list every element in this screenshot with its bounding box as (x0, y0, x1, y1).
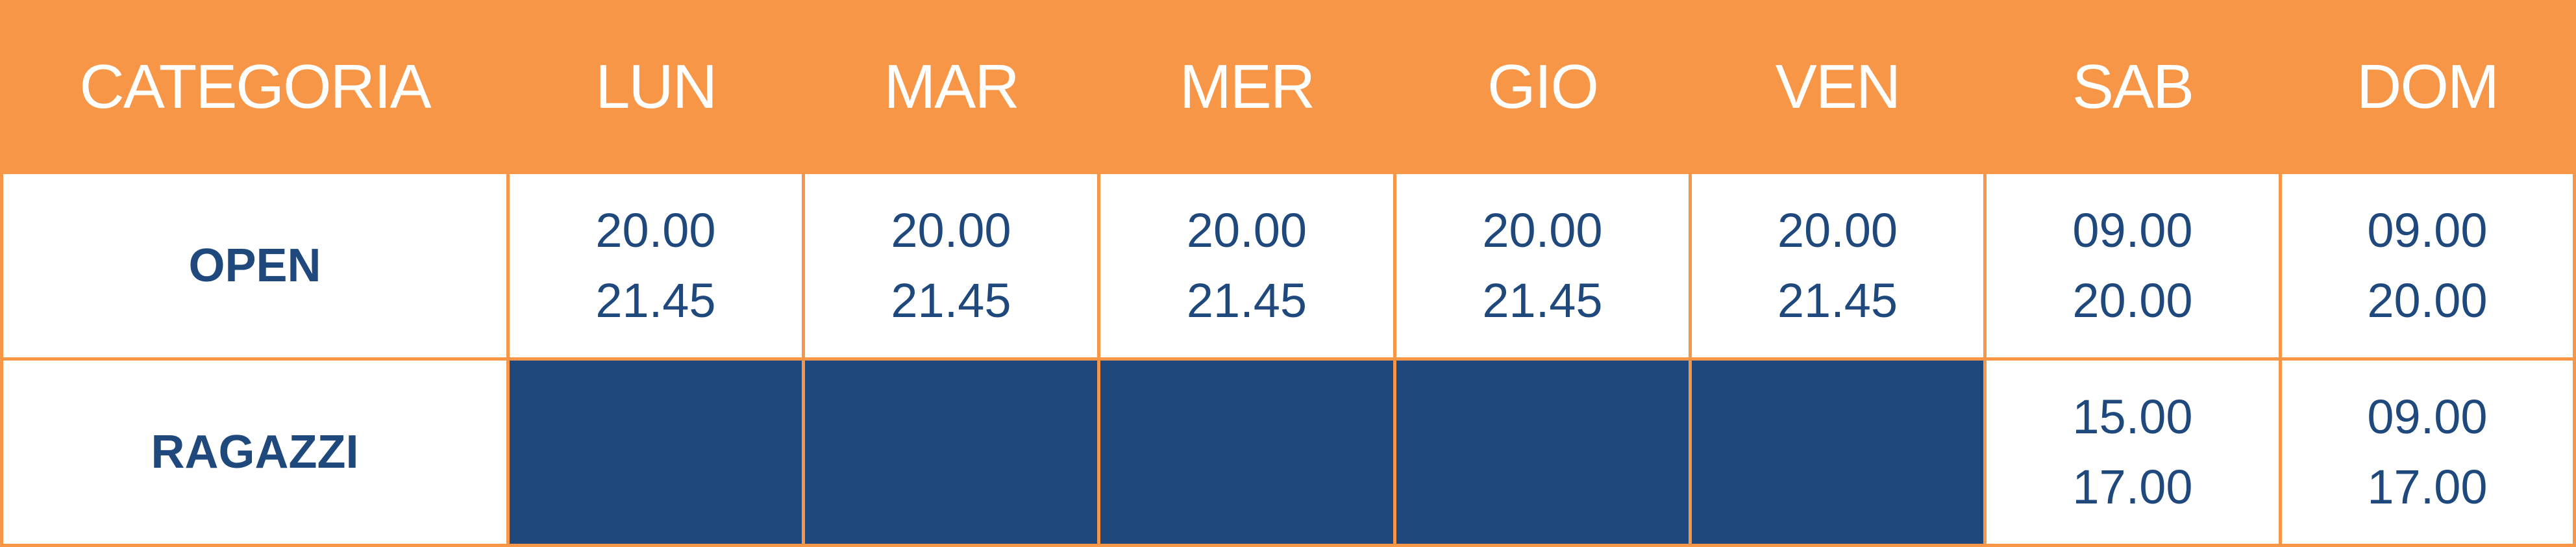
time-start: 15.00 (2072, 390, 2193, 444)
time-start: 09.00 (2367, 390, 2488, 444)
time-end: 21.45 (891, 274, 1011, 327)
time-end: 17.00 (2072, 460, 2193, 514)
time-end: 21.45 (1482, 274, 1603, 327)
header-lun: LUN (506, 0, 805, 174)
time-start: 20.00 (595, 203, 716, 257)
header-mer: MER (1097, 0, 1396, 174)
time-cell-dom: 09.00 20.00 (2279, 171, 2576, 361)
time-start: 20.00 (1186, 203, 1307, 257)
header-gio: GIO (1393, 0, 1692, 174)
time-end: 21.45 (1777, 274, 1898, 327)
time-cell-ven: 20.00 21.45 (1689, 171, 1987, 361)
header-sab: SAB (1983, 0, 2282, 174)
time-cell-dom: 09.00 17.00 (2279, 357, 2576, 547)
time-cell-lun: 20.00 21.45 (506, 171, 805, 361)
time-end: 20.00 (2367, 274, 2488, 327)
time-start: 20.00 (1777, 203, 1898, 257)
time-end: 20.00 (2072, 274, 2193, 327)
time-end: 17.00 (2367, 460, 2488, 514)
header-ven: VEN (1689, 0, 1987, 174)
empty-cell-mer (1097, 357, 1396, 547)
time-cell-gio: 20.00 21.45 (1393, 171, 1692, 361)
time-start: 09.00 (2072, 203, 2193, 257)
time-end: 21.45 (595, 274, 716, 327)
time-start: 20.00 (1482, 203, 1603, 257)
time-start: 09.00 (2367, 203, 2488, 257)
table-row: OPEN 20.00 21.45 20.00 21.45 20.00 21.45 20.00 2… (0, 171, 2576, 361)
table-row: RAGAZZI 15.00 17.00 09.00 17.00 (0, 357, 2576, 547)
header-dom: DOM (2279, 0, 2576, 174)
empty-cell-gio (1393, 357, 1692, 547)
time-start: 20.00 (891, 203, 1011, 257)
header-mar: MAR (802, 0, 1100, 174)
category-label: RAGAZZI (0, 357, 510, 547)
empty-cell-mar (802, 357, 1100, 547)
empty-cell-lun (506, 357, 805, 547)
time-end: 21.45 (1186, 274, 1307, 327)
time-cell-mer: 20.00 21.45 (1097, 171, 1396, 361)
empty-cell-ven (1689, 357, 1987, 547)
time-cell-sab: 15.00 17.00 (1983, 357, 2282, 547)
time-cell-mar: 20.00 21.45 (802, 171, 1100, 361)
header-categoria: CATEGORIA (0, 0, 510, 174)
time-cell-sab: 09.00 20.00 (1983, 171, 2282, 361)
category-label: OPEN (0, 171, 510, 361)
header-row: CATEGORIA LUN MAR MER GIO VEN SAB DOM (0, 0, 2576, 174)
